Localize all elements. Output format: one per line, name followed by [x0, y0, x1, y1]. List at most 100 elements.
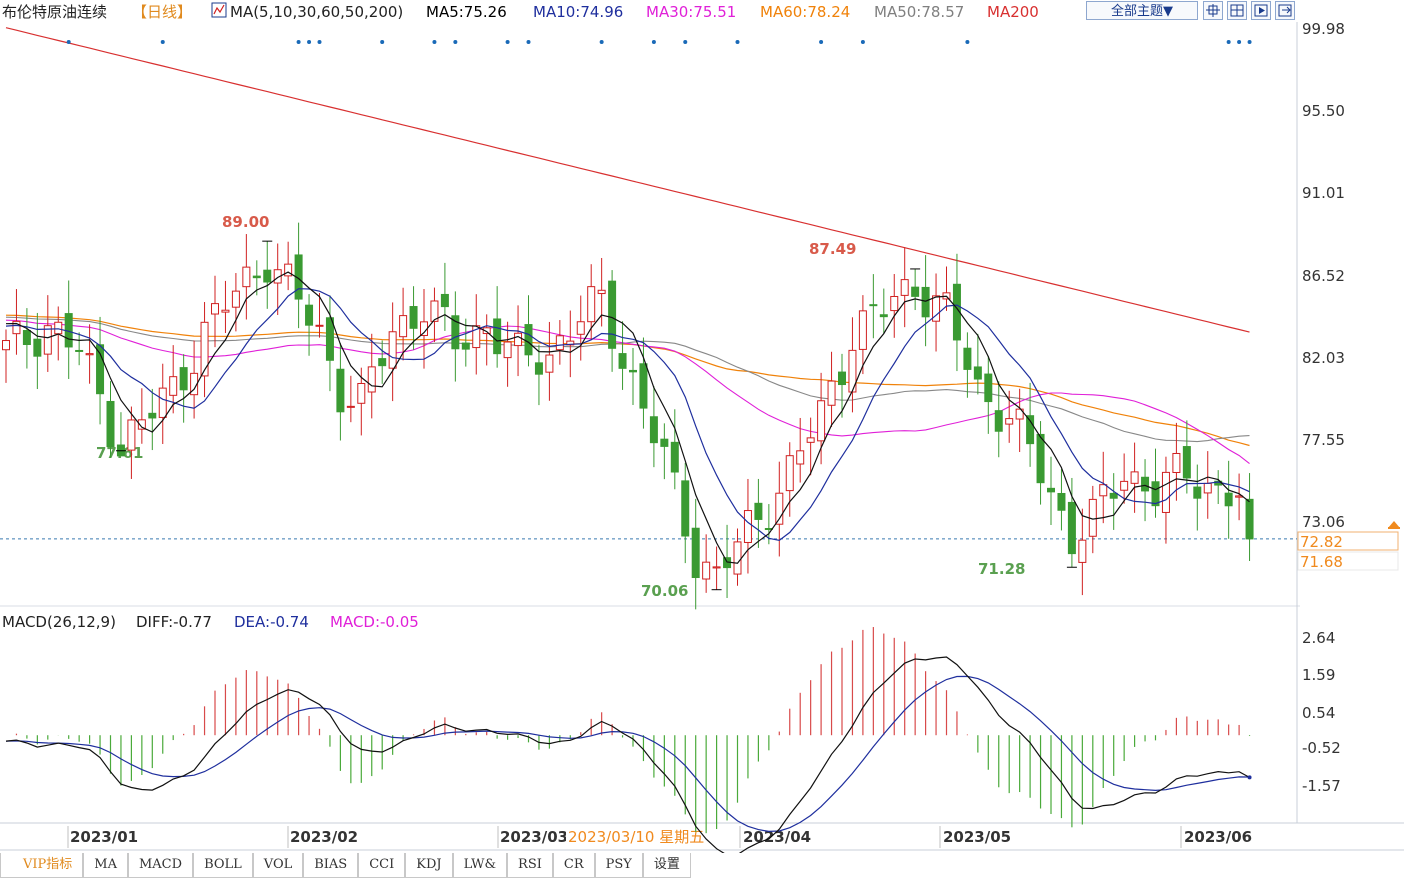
- event-dot[interactable]: [307, 40, 312, 44]
- event-dot[interactable]: [1247, 40, 1252, 44]
- candle-body[interactable]: [838, 371, 846, 386]
- candle-body[interactable]: [1245, 498, 1254, 540]
- candle-body[interactable]: [566, 340, 575, 346]
- candle-body[interactable]: [263, 269, 272, 283]
- candle-body[interactable]: [137, 419, 146, 430]
- candle-body[interactable]: [305, 304, 314, 326]
- candle-body[interactable]: [890, 295, 899, 312]
- tab-cci[interactable]: CCI: [358, 853, 406, 878]
- tab-settings[interactable]: 设置: [642, 853, 691, 878]
- event-dot[interactable]: [453, 40, 458, 44]
- candle-body[interactable]: [461, 342, 470, 350]
- candle-body[interactable]: [785, 455, 794, 492]
- candle-body[interactable]: [576, 321, 585, 335]
- candle-body[interactable]: [743, 510, 752, 543]
- candle-body[interactable]: [43, 325, 52, 355]
- candle-body[interactable]: [357, 382, 366, 404]
- candle-body[interactable]: [1161, 471, 1170, 513]
- candle-body[interactable]: [597, 289, 606, 295]
- candle-body[interactable]: [629, 369, 637, 373]
- crosshair-icon[interactable]: [1203, 1, 1223, 20]
- candle-body[interactable]: [106, 400, 115, 448]
- candlestick-chart[interactable]: 布伦特原油连续 【日线】 MA(5,10,30,60,50,200) MA5:7…: [0, 0, 1404, 853]
- candle-body[interactable]: [952, 283, 961, 341]
- candle-body[interactable]: [932, 295, 941, 322]
- tab-kdj[interactable]: KDJ: [405, 853, 453, 878]
- candle-body[interactable]: [555, 335, 564, 351]
- candle-body[interactable]: [921, 286, 930, 318]
- candle-body[interactable]: [54, 321, 63, 335]
- candle-body[interactable]: [879, 314, 888, 318]
- candle-body[interactable]: [409, 306, 418, 329]
- tab-boll[interactable]: BOLL: [193, 853, 253, 878]
- candle-body[interactable]: [681, 480, 690, 537]
- candle-body[interactable]: [691, 527, 700, 579]
- candle-body[interactable]: [169, 376, 178, 396]
- candle-body[interactable]: [858, 310, 867, 350]
- candle-body[interactable]: [346, 405, 355, 408]
- candle-body[interactable]: [608, 280, 617, 349]
- candle-body[interactable]: [1078, 539, 1087, 563]
- candle-body[interactable]: [378, 358, 387, 367]
- candle-body[interactable]: [12, 320, 21, 335]
- candle-body[interactable]: [911, 286, 920, 297]
- candle-body[interactable]: [660, 438, 669, 447]
- candle-body[interactable]: [96, 344, 105, 395]
- candle-body[interactable]: [315, 324, 324, 327]
- theme-selector[interactable]: 全部主题▼: [1086, 1, 1198, 20]
- tab-macd[interactable]: MACD: [127, 853, 194, 878]
- candle-body[interactable]: [639, 363, 648, 409]
- candle-body[interactable]: [775, 492, 784, 525]
- candle-body[interactable]: [284, 263, 293, 277]
- event-dot[interactable]: [1237, 40, 1242, 44]
- candle-body[interactable]: [493, 318, 502, 355]
- candle-body[interactable]: [1047, 487, 1055, 493]
- event-dot[interactable]: [860, 40, 865, 44]
- tab-psy[interactable]: PSY: [594, 853, 643, 878]
- event-dot[interactable]: [599, 40, 604, 44]
- event-dot[interactable]: [432, 40, 437, 44]
- candle-body[interactable]: [22, 330, 31, 346]
- candle-body[interactable]: [1036, 433, 1045, 484]
- event-dot[interactable]: [526, 40, 531, 44]
- price-alert-icon[interactable]: [1388, 521, 1400, 528]
- candle-body[interactable]: [158, 387, 167, 418]
- candle-body[interactable]: [221, 309, 230, 313]
- candle-body[interactable]: [827, 380, 836, 406]
- candle-body[interactable]: [1224, 492, 1233, 507]
- candle-body[interactable]: [712, 566, 721, 569]
- candle-body[interactable]: [618, 353, 627, 369]
- candle-body[interactable]: [1172, 452, 1181, 473]
- candle-body[interactable]: [1193, 486, 1202, 499]
- candle-body[interactable]: [85, 353, 94, 356]
- event-dot[interactable]: [1226, 40, 1231, 44]
- candle-body[interactable]: [1130, 471, 1139, 484]
- candle-body[interactable]: [1120, 480, 1129, 491]
- candle-body[interactable]: [649, 416, 658, 444]
- candle-body[interactable]: [1109, 492, 1118, 499]
- candle-body[interactable]: [670, 441, 679, 473]
- candle-body[interactable]: [1005, 418, 1014, 425]
- candle-body[interactable]: [806, 437, 815, 443]
- candle-body[interactable]: [1141, 476, 1150, 492]
- candle-body[interactable]: [75, 349, 84, 352]
- event-dot[interactable]: [296, 40, 301, 44]
- candle-body[interactable]: [545, 354, 554, 373]
- candle-body[interactable]: [211, 303, 219, 315]
- candle-body[interactable]: [482, 327, 491, 335]
- candle-body[interactable]: [1067, 501, 1076, 555]
- tab-lwr[interactable]: LW&: [452, 853, 508, 878]
- candle-body[interactable]: [399, 315, 408, 338]
- candle-body[interactable]: [796, 450, 805, 465]
- candle-body[interactable]: [33, 338, 42, 357]
- play-icon[interactable]: [1251, 1, 1271, 20]
- candle-body[interactable]: [252, 275, 261, 279]
- candle-body[interactable]: [179, 367, 188, 391]
- candle-body[interactable]: [440, 293, 449, 308]
- candle-body[interactable]: [524, 324, 533, 356]
- candle-body[interactable]: [1203, 482, 1212, 494]
- candle-body[interactable]: [1182, 446, 1191, 479]
- candle-body[interactable]: [503, 341, 512, 359]
- candle-body[interactable]: [754, 502, 763, 520]
- candle-body[interactable]: [200, 321, 209, 377]
